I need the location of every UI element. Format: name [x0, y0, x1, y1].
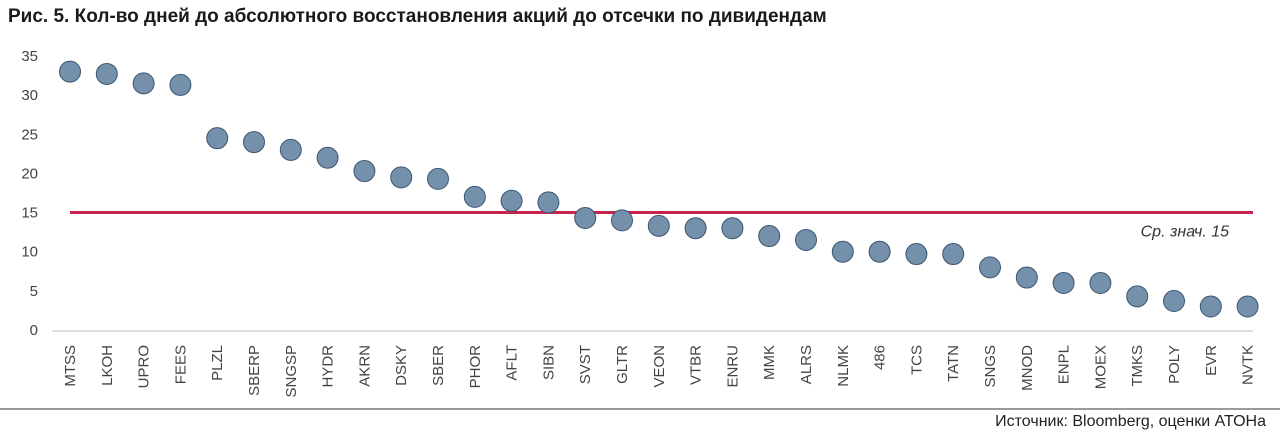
x-tick-label: EVR	[1203, 345, 1220, 376]
y-tick-label: 15	[21, 205, 38, 222]
y-axis: 0 5 10 15 20 25 30 35	[21, 48, 38, 339]
data-point	[868, 240, 891, 263]
y-tick-label: 0	[30, 322, 38, 339]
data-point	[721, 217, 744, 240]
x-tick-label: ENPL	[1056, 345, 1073, 384]
x-tick-label: PHOR	[467, 345, 484, 389]
x-tick-label: MOEX	[1092, 345, 1109, 389]
data-point	[1199, 295, 1222, 318]
x-tick-label: LKOH	[99, 345, 116, 386]
data-point	[427, 167, 449, 190]
data-point	[574, 207, 597, 230]
data-point	[1163, 290, 1185, 313]
data-point	[1236, 295, 1259, 318]
x-tick-label: TMKS	[1129, 345, 1146, 387]
x-tick-label: ENRU	[724, 345, 741, 388]
y-tick-label: 25	[21, 126, 38, 143]
x-tick-label: TATN	[945, 345, 962, 382]
x-tick-label: SNGS	[982, 345, 999, 388]
data-point	[1015, 266, 1038, 289]
x-tick-label: UPRO	[136, 345, 153, 388]
source-note: Источник: Bloomberg, оценки АТОНа	[995, 413, 1266, 430]
data-point	[611, 209, 633, 232]
x-tick-label: NLMK	[835, 345, 852, 387]
data-point	[95, 62, 118, 85]
x-tick-label: MTSS	[62, 345, 79, 387]
data-point	[316, 146, 339, 169]
data-point	[831, 240, 854, 263]
y-tick-label: 10	[21, 244, 38, 261]
data-point	[206, 127, 229, 150]
data-point	[537, 191, 560, 214]
chart-title: Рис. 5. Кол-во дней до абсолютного восст…	[8, 6, 827, 27]
data-point	[684, 217, 707, 240]
x-tick-label: AFLT	[504, 345, 521, 381]
data-point	[500, 189, 523, 212]
average-label: Ср. знач. 15	[1141, 224, 1229, 241]
data-point	[1052, 272, 1075, 295]
data-point	[795, 228, 817, 251]
data-point	[1126, 285, 1149, 308]
x-tick-label: GLTR	[614, 345, 631, 384]
x-tick-label: TCS	[908, 345, 925, 375]
x-tick-label: HYDR	[320, 345, 337, 388]
data-point	[353, 160, 376, 183]
data-point	[979, 256, 1001, 279]
x-tick-label: PLZL	[209, 345, 226, 381]
data-point	[647, 214, 670, 237]
x-tick-label: SVST	[577, 345, 594, 384]
y-tick-label: 30	[21, 87, 38, 104]
x-tick-label: ALRS	[798, 345, 815, 384]
data-point	[243, 131, 265, 154]
x-tick-label: SBERP	[246, 345, 263, 396]
x-tick-label: DSKY	[393, 345, 410, 386]
data-points	[59, 60, 1259, 318]
y-tick-label: 20	[21, 165, 38, 182]
x-tick-label: VEON	[651, 345, 668, 388]
y-tick-label: 5	[30, 283, 38, 300]
x-tick-label: MMK	[761, 345, 778, 380]
data-point	[279, 138, 302, 161]
data-point	[59, 60, 81, 83]
y-tick-label: 35	[21, 48, 38, 65]
x-tick-label: AKRN	[356, 345, 373, 387]
x-tick-label: MNOD	[1019, 345, 1036, 391]
data-point	[1089, 272, 1112, 295]
data-point	[390, 166, 413, 189]
x-tick-label: SNGSP	[283, 345, 300, 398]
x-tick-label: SBER	[430, 345, 447, 386]
x-tick-label: POLY	[1166, 345, 1183, 384]
x-tick-label: 486	[872, 345, 889, 370]
data-point	[132, 72, 155, 95]
x-tick-label: VTBR	[688, 345, 705, 385]
x-tick-label: NVTK	[1240, 345, 1257, 385]
data-point	[942, 243, 965, 266]
data-point	[905, 243, 928, 266]
data-point	[463, 185, 486, 208]
x-axis: MTSS LKOH UPRO FEES PLZL SBERP SNGSP HYDR AKRN DS…	[62, 345, 1257, 398]
data-point	[758, 225, 781, 248]
x-tick-label: SIBN	[540, 345, 557, 380]
x-tick-label: FEES	[172, 345, 189, 384]
data-point	[169, 73, 192, 96]
